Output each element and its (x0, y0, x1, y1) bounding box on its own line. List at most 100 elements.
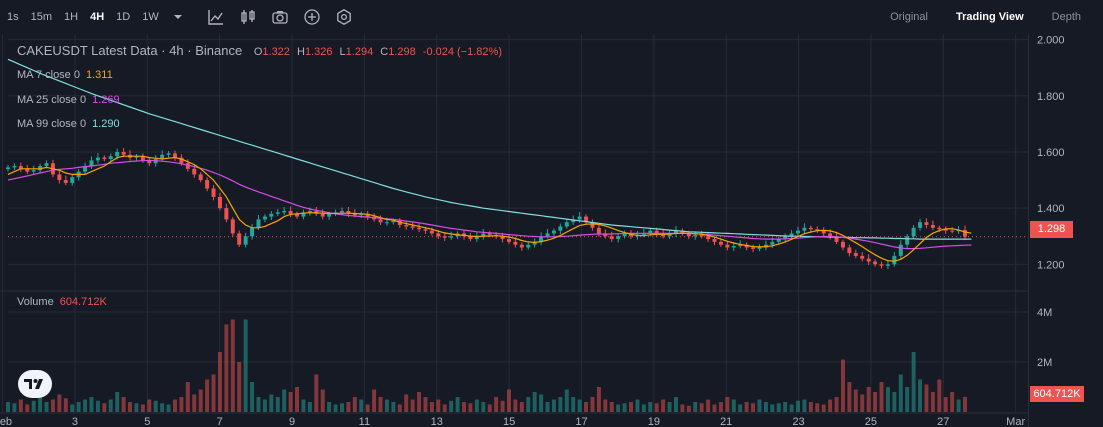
candle-body (256, 219, 261, 228)
candle-body (31, 170, 36, 172)
last-price-tag: 1.298 (1030, 221, 1073, 238)
candle-body (63, 180, 68, 183)
ma25-value: 1.269 (92, 94, 120, 106)
price-chart[interactable]: 2.000 1.800 1.600 1.400 1.200 4M 2M Feb 3 5 7 9 11 1… (0, 34, 1103, 427)
volume-bar (70, 404, 75, 412)
volume-bar (834, 397, 839, 412)
candle-body (699, 234, 704, 237)
candle-body (885, 264, 890, 266)
candle-body (603, 233, 608, 237)
volume-bar (462, 402, 467, 412)
candle-body (429, 230, 434, 234)
candle-body (211, 188, 216, 197)
volume-bar (147, 399, 152, 412)
volume-bar (192, 394, 197, 412)
timeframe-1D[interactable]: 1D (116, 11, 131, 23)
candle-body (262, 216, 267, 220)
timeframe-1H[interactable]: 1H (64, 11, 79, 23)
volume-bar (50, 399, 55, 412)
candle-body (519, 244, 524, 248)
volume-bar (500, 400, 505, 412)
candle-body (70, 177, 75, 183)
time-tick-label: 3 (72, 416, 78, 427)
candle-body (166, 153, 171, 155)
chart-type-icon[interactable] (239, 8, 257, 26)
indicators-icon[interactable] (207, 8, 225, 26)
candle-body (108, 156, 113, 159)
volume-bar (783, 402, 788, 412)
timeframe-1s[interactable]: 1s (7, 11, 19, 23)
volume-bar (269, 394, 274, 412)
candle-body (654, 230, 659, 234)
candle-body (102, 157, 107, 159)
volume-bar (487, 404, 492, 412)
candle-body (757, 247, 762, 249)
time-tick-label: 9 (289, 416, 295, 427)
candle-body (770, 241, 775, 245)
candle-body (83, 166, 88, 172)
chevron-down-icon[interactable] (172, 8, 184, 26)
camera-icon[interactable] (271, 8, 289, 26)
volume-bar (577, 399, 582, 412)
volume-bar (333, 404, 338, 412)
candle-body (738, 244, 743, 247)
candle-body (365, 213, 370, 217)
open-label: O (253, 46, 263, 58)
volume-bar (250, 382, 255, 412)
plus-circle-icon[interactable] (303, 8, 321, 26)
volume-bar (166, 404, 171, 412)
timeframe-4H[interactable]: 4H (90, 11, 105, 23)
time-tick-label: 25 (865, 416, 877, 427)
view-trading-view[interactable]: Trading View (955, 11, 1024, 23)
candle-body (301, 212, 306, 217)
price-tick-label: 2.000 (1037, 35, 1065, 47)
candle-body (417, 227, 422, 230)
volume-bar (963, 396, 967, 412)
candle-body (378, 219, 383, 223)
ma7-label: MA 7 close 0 (17, 69, 80, 81)
volume-bar (339, 403, 344, 412)
candle-body (295, 213, 300, 217)
candle-body (12, 166, 17, 168)
time-tick-label: 13 (431, 416, 443, 427)
volume-bar (693, 402, 698, 412)
time-tick-label: Mar (1006, 416, 1025, 427)
volume-bar (725, 397, 730, 412)
volume-bar (629, 402, 634, 412)
candle-body (217, 196, 222, 209)
settings-icon[interactable] (335, 8, 353, 26)
volume-bar (596, 387, 601, 412)
candle-body (828, 233, 833, 237)
tradingview-logo-icon[interactable] (18, 370, 52, 398)
candle-body (892, 255, 897, 265)
candle-body (815, 229, 820, 231)
volume-bar (545, 402, 550, 412)
volume-bar (789, 404, 794, 412)
volume-bar (924, 384, 929, 412)
candle-body (577, 216, 582, 220)
time-tick-label: 5 (144, 416, 150, 427)
volume-value: 604.712K (59, 296, 107, 308)
volume-bar (384, 399, 389, 412)
candle-body (686, 233, 691, 237)
view-depth[interactable]: Depth (1051, 11, 1081, 23)
candle-body (269, 213, 274, 217)
candle-body (25, 168, 30, 172)
candle-body (468, 236, 473, 240)
timeframe-15m[interactable]: 15m (30, 11, 53, 23)
ma25-legend: MA 25 close 0 1.269 (17, 94, 120, 106)
volume-bar (102, 403, 107, 412)
volume-bar (63, 398, 68, 412)
volume-bar (796, 400, 800, 412)
timeframe-1W[interactable]: 1W (142, 11, 159, 23)
volume-bar (262, 399, 267, 412)
view-original[interactable]: Original (890, 11, 928, 23)
volume-bar (256, 397, 261, 412)
volume-bar (121, 397, 126, 412)
candle-body (706, 236, 711, 240)
volume-bar (950, 392, 955, 412)
volume-bar (404, 394, 409, 412)
volume-bar (275, 397, 280, 412)
volume-bar (648, 402, 653, 412)
volume-bar (44, 402, 49, 412)
